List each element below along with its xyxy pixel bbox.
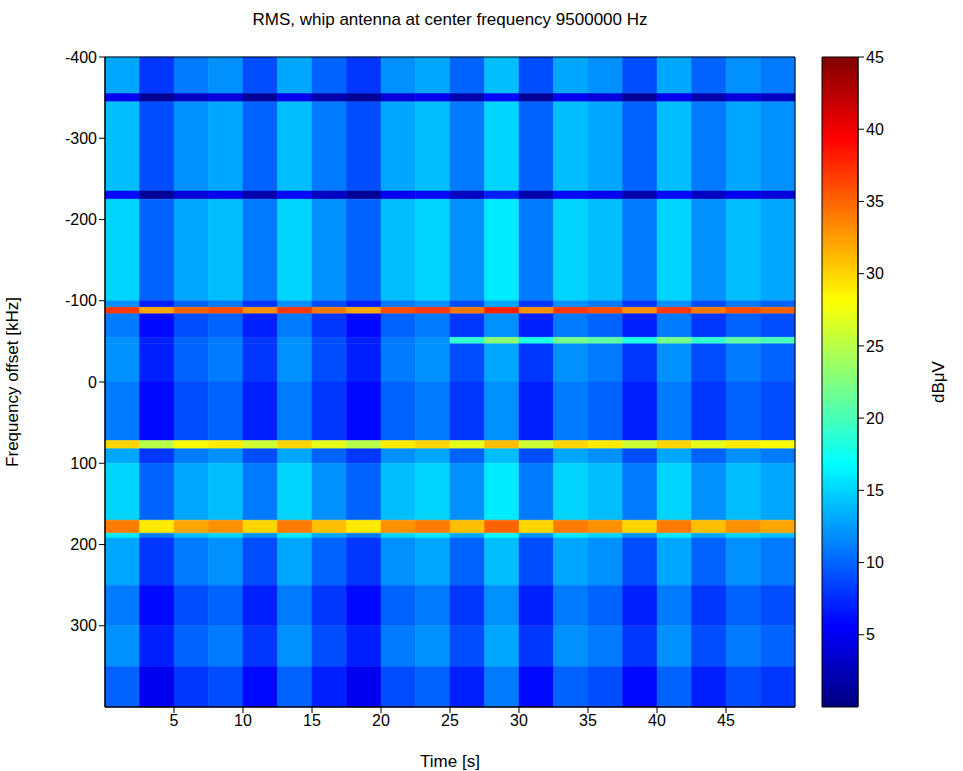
svg-text:35: 35: [579, 712, 597, 729]
svg-text:Time [s]: Time [s]: [420, 752, 480, 771]
svg-text:100: 100: [70, 455, 97, 472]
svg-text:-200: -200: [65, 211, 97, 228]
svg-text:45: 45: [717, 712, 735, 729]
svg-text:5: 5: [170, 712, 179, 729]
svg-text:15: 15: [303, 712, 321, 729]
svg-text:200: 200: [70, 536, 97, 553]
svg-text:Frequency offset [kHz]: Frequency offset [kHz]: [3, 297, 22, 467]
svg-text:-100: -100: [65, 292, 97, 309]
svg-text:15: 15: [866, 482, 884, 499]
svg-text:5: 5: [866, 626, 875, 643]
svg-text:300: 300: [70, 617, 97, 634]
svg-text:20: 20: [372, 712, 390, 729]
svg-text:30: 30: [866, 265, 884, 282]
svg-text:20: 20: [866, 410, 884, 427]
svg-text:45: 45: [866, 49, 884, 66]
html-text:RMS, whip antenna at center fr: RMS, whip antenna at center frequency 95…: [252, 10, 648, 29]
svg-text:40: 40: [648, 712, 666, 729]
svg-text:25: 25: [441, 712, 459, 729]
svg-text:10: 10: [866, 554, 884, 571]
svg-text:40: 40: [866, 121, 884, 138]
svg-text:-400: -400: [65, 49, 97, 66]
svg-text:10: 10: [234, 712, 252, 729]
svg-text:0: 0: [88, 374, 97, 391]
svg-text:35: 35: [866, 193, 884, 210]
svg-text:25: 25: [866, 338, 884, 355]
svg-text:dBμV: dBμV: [929, 360, 948, 403]
svg-text:30: 30: [510, 712, 528, 729]
svg-text:-300: -300: [65, 130, 97, 147]
